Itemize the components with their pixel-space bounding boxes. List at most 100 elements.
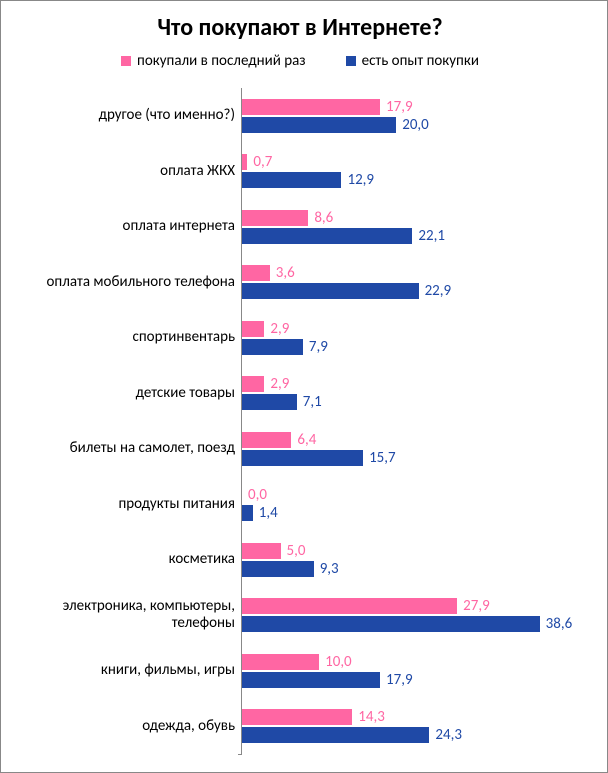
bar-group: 2,97,1 xyxy=(242,366,589,422)
legend-item-last-time: покупали в последний раз xyxy=(121,52,306,70)
bar-group: 0,7 12,9 xyxy=(242,144,589,200)
bar xyxy=(242,561,314,577)
bar-group: 14,3 24,3 xyxy=(242,699,589,755)
chart-title: Что покупают в Интернете? xyxy=(11,13,589,42)
category-label: электроника, компьютеры, телефоны xyxy=(11,588,241,644)
bar-group: 5,09,3 xyxy=(242,532,589,588)
bar xyxy=(242,339,303,355)
bar-group: 2,97,9 xyxy=(242,310,589,366)
bar xyxy=(242,709,352,725)
category-label: косметика xyxy=(11,532,241,588)
bar-row: 2,9 xyxy=(242,321,589,337)
bar-row: 12,9 xyxy=(242,172,589,188)
bar-group: 0,01,4 xyxy=(242,477,589,533)
bar-row: 17,9 xyxy=(242,672,589,688)
bar-value-label: 10,0 xyxy=(325,653,352,671)
bar xyxy=(242,283,419,299)
bar-row: 17,9 xyxy=(242,99,589,115)
bar-value-label: 0,7 xyxy=(253,153,272,171)
bar-value-label: 22,9 xyxy=(425,282,452,300)
bar xyxy=(242,172,341,188)
bar-row: 27,9 xyxy=(242,598,589,614)
bar-row: 22,1 xyxy=(242,228,589,244)
category-label: книги, фильмы, игры xyxy=(11,643,241,699)
category-label: одежда, обувь xyxy=(11,699,241,755)
bar xyxy=(242,505,253,521)
bar-value-label: 1,4 xyxy=(259,504,278,522)
bar-row: 14,3 xyxy=(242,709,589,725)
category-label: оплата интернета xyxy=(11,199,241,255)
bar-value-label: 27,9 xyxy=(463,597,490,615)
category-label: спортинвентарь xyxy=(11,310,241,366)
bar-value-label: 24,3 xyxy=(435,726,462,744)
legend-swatch-icon xyxy=(121,56,131,66)
category-label: билеты на самолет, поезд xyxy=(11,421,241,477)
bar-value-label: 2,9 xyxy=(270,375,289,393)
bar-row: 3,6 xyxy=(242,265,589,281)
y-axis-labels: другое (что именно?)оплата ЖКХоплата инт… xyxy=(11,88,241,754)
bar-value-label: 8,6 xyxy=(314,209,333,227)
category-label: детские товары xyxy=(11,366,241,422)
bar-row: 6,4 xyxy=(242,432,589,448)
legend-label: есть опыт покупки xyxy=(362,52,479,70)
bar xyxy=(242,228,412,244)
bar-value-label: 14,3 xyxy=(358,708,385,726)
bar-value-label: 17,9 xyxy=(386,671,413,689)
bar-value-label: 22,1 xyxy=(418,227,445,245)
plot-area: другое (что именно?)оплата ЖКХоплата инт… xyxy=(11,88,589,754)
bar xyxy=(242,672,380,688)
bar-value-label: 0,0 xyxy=(248,486,267,504)
category-label: другое (что именно?) xyxy=(11,88,241,144)
category-label: оплата ЖКХ xyxy=(11,144,241,200)
category-label: оплата мобильного телефона xyxy=(11,255,241,311)
bar xyxy=(242,598,457,614)
bar xyxy=(242,376,264,392)
legend-swatch-icon xyxy=(346,56,356,66)
bar-row: 7,9 xyxy=(242,339,589,355)
bar-group: 6,4 15,7 xyxy=(242,421,589,477)
bar-value-label: 12,9 xyxy=(347,171,374,189)
bar xyxy=(242,432,291,448)
bar xyxy=(242,654,319,670)
bar-row: 20,0 xyxy=(242,117,589,133)
bar-value-label: 15,7 xyxy=(369,449,396,467)
bar-value-label: 17,9 xyxy=(386,98,413,116)
bar xyxy=(242,99,380,115)
bar xyxy=(242,117,396,133)
bar-value-label: 6,4 xyxy=(297,431,316,449)
chart-container: Что покупают в Интернете? покупали в пос… xyxy=(0,0,608,773)
category-label: продукты питания xyxy=(11,477,241,533)
bar-group: 10,0 17,9 xyxy=(242,643,589,699)
bars-region: 17,920,00,712,98,622,13,622,92,97,92,97,… xyxy=(241,88,589,754)
bar-value-label: 38,6 xyxy=(546,615,573,633)
bar-row: 1,4 xyxy=(242,505,589,521)
bar-row: 38,6 xyxy=(242,616,589,632)
bar-group: 8,6 22,1 xyxy=(242,199,589,255)
bar-row: 15,7 xyxy=(242,450,589,466)
bar-group: 27,9 38,6 xyxy=(242,588,589,644)
axis-tick xyxy=(238,754,242,755)
bar xyxy=(242,394,297,410)
legend-item-experience: есть опыт покупки xyxy=(346,52,479,70)
bar-row: 0,0 xyxy=(242,487,589,503)
bar xyxy=(242,265,270,281)
bar xyxy=(242,321,264,337)
bar-value-label: 20,0 xyxy=(402,116,429,134)
bar-group: 17,920,0 xyxy=(242,88,589,144)
chart-legend: покупали в последний раз есть опыт покуп… xyxy=(11,52,589,70)
bar-value-label: 9,3 xyxy=(320,560,339,578)
bar-value-label: 2,9 xyxy=(270,320,289,338)
bar-row: 22,9 xyxy=(242,283,589,299)
bar xyxy=(242,154,247,170)
bar-row: 10,0 xyxy=(242,654,589,670)
bar xyxy=(242,543,281,559)
bar-row: 8,6 xyxy=(242,210,589,226)
bar-row: 24,3 xyxy=(242,727,589,743)
bar xyxy=(242,616,540,632)
bar xyxy=(242,727,429,743)
bar xyxy=(242,210,308,226)
bar-row: 2,9 xyxy=(242,376,589,392)
bar-row: 5,0 xyxy=(242,543,589,559)
bar-row: 0,7 xyxy=(242,154,589,170)
legend-label: покупали в последний раз xyxy=(137,52,306,70)
